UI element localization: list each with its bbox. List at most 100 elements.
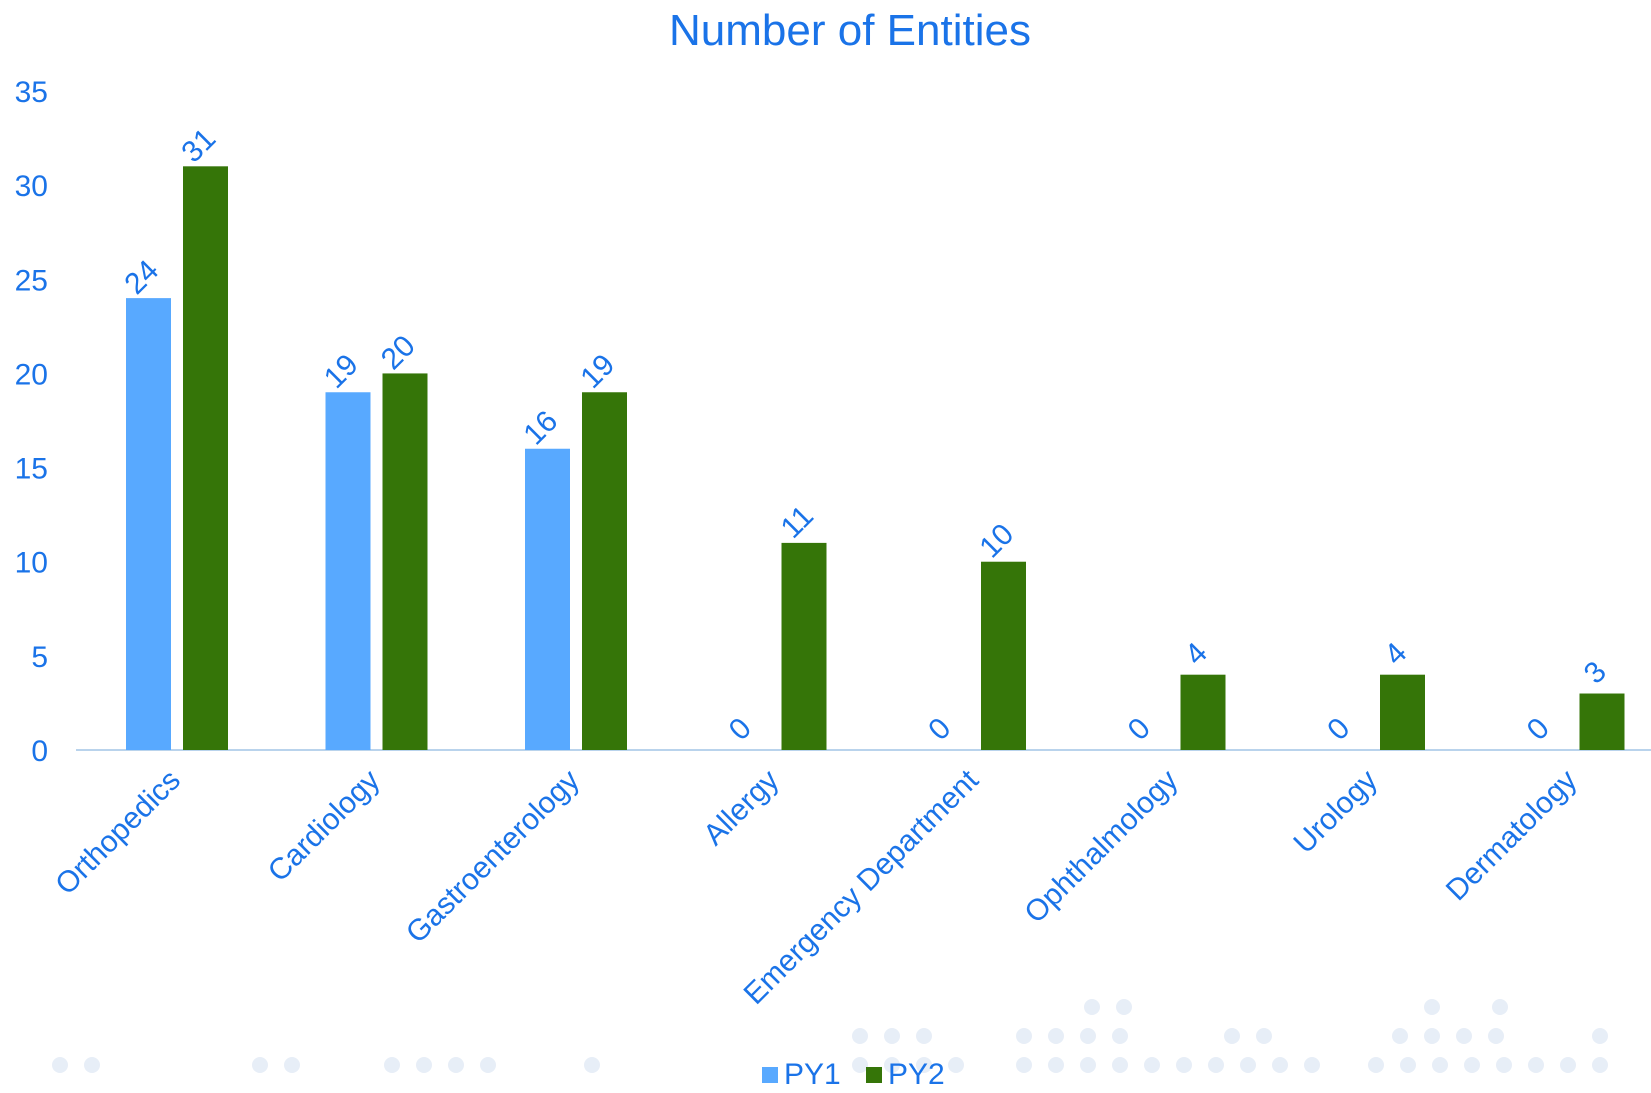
- decor-dot: [1560, 1057, 1576, 1073]
- decor-dot: [1240, 1057, 1256, 1073]
- decor-dot: [916, 1057, 932, 1073]
- decor-dot: [1456, 1028, 1472, 1044]
- bar-py2-dermatology: [1579, 693, 1625, 750]
- y-tick-label: 15: [15, 453, 48, 486]
- data-label: 0: [922, 712, 957, 747]
- bar-py2-emergency-department: [981, 561, 1026, 750]
- decor-dot: [916, 1028, 932, 1044]
- x-tick-label: Urology: [1288, 764, 1384, 860]
- decor-dot: [1112, 1028, 1128, 1044]
- y-tick-label: 35: [15, 76, 48, 109]
- y-tick-label: 20: [15, 358, 48, 391]
- decor-dot: [1048, 1028, 1064, 1044]
- decor-dot: [1304, 1057, 1320, 1073]
- decor-dot: [1492, 999, 1508, 1015]
- data-label: 4: [1179, 636, 1214, 671]
- decor-dot: [948, 1057, 964, 1073]
- data-label: 0: [1521, 712, 1556, 747]
- x-tick-label: Gastroenterology: [400, 764, 586, 950]
- x-axis: Orthopedics Cardiology Gastroenterology All…: [49, 763, 1583, 1011]
- decor-dot: [1528, 1057, 1544, 1073]
- decor-dot: [1016, 1057, 1032, 1073]
- bar-py1-cardiology: [325, 392, 371, 750]
- decor-dot: [1256, 1028, 1272, 1044]
- decor-dot: [1080, 1057, 1096, 1073]
- decor-dot: [852, 1057, 868, 1073]
- decor-dot: [252, 1057, 268, 1073]
- decor-dot: [1424, 999, 1440, 1015]
- decor-dot: [1392, 1028, 1408, 1044]
- data-label: 16: [517, 405, 564, 452]
- decor-dot: [448, 1057, 464, 1073]
- decor-dot: [1592, 1057, 1608, 1073]
- x-tick-label: Ophthalmology: [1018, 764, 1184, 930]
- bar-py1-gastroenterology: [525, 448, 570, 750]
- legend-swatch-py2: [866, 1067, 882, 1083]
- decor-dot: [1424, 1028, 1440, 1044]
- decor-dot: [1016, 1028, 1032, 1044]
- decor-dot: [1176, 1057, 1192, 1073]
- decor-dot: [852, 1028, 868, 1044]
- decor-dot: [84, 1057, 100, 1073]
- y-tick-label: 30: [15, 170, 48, 203]
- decor-dot: [1488, 1028, 1504, 1044]
- data-label: 19: [574, 348, 621, 395]
- y-tick-label: 10: [15, 547, 48, 580]
- decor-dot: [1432, 1057, 1448, 1073]
- decor-dot: [384, 1057, 400, 1073]
- bar-py2-allergy: [781, 542, 827, 750]
- bar-py2-gastroenterology: [582, 392, 627, 750]
- y-tick-label: 0: [31, 735, 48, 768]
- decor-dot: [584, 1057, 600, 1073]
- legend-swatch-py1: [762, 1067, 778, 1083]
- data-label: 10: [973, 518, 1020, 565]
- decor-dot: [1368, 1057, 1384, 1073]
- decor-dot: [1112, 1057, 1128, 1073]
- bar-py2-cardiology: [382, 373, 428, 750]
- bar-py2-urology: [1380, 674, 1425, 750]
- decor-dot: [1400, 1057, 1416, 1073]
- data-label: 0: [1122, 712, 1157, 747]
- legend-label-py1: PY1: [784, 1058, 841, 1088]
- data-label: 20: [375, 329, 422, 376]
- x-tick-label: Allergy: [697, 764, 785, 852]
- background-dot-pattern: [52, 999, 1608, 1073]
- decor-dot: [884, 1028, 900, 1044]
- y-axis: 0 5 10 15 20 25 30 35: [15, 76, 48, 768]
- data-label: 0: [1321, 712, 1356, 747]
- y-tick-label: 25: [15, 264, 48, 297]
- legend-label-py2: PY2: [888, 1058, 945, 1088]
- chart-title: Number of Entities: [669, 6, 1031, 55]
- decor-dot: [1272, 1057, 1288, 1073]
- data-label: 24: [118, 254, 165, 301]
- decor-dot: [284, 1057, 300, 1073]
- data-label: 11: [775, 499, 820, 544]
- bar-py2-orthopedics: [183, 166, 228, 751]
- decor-dot: [1080, 1028, 1096, 1044]
- x-tick-label: Cardiology: [262, 764, 387, 889]
- decor-dot: [416, 1057, 432, 1073]
- data-label: 19: [318, 348, 365, 395]
- decor-dot: [1464, 1057, 1480, 1073]
- decor-dot: [884, 1057, 900, 1073]
- decor-dot: [1116, 999, 1132, 1015]
- x-tick-label: Orthopedics: [49, 764, 187, 902]
- decor-dot: [1592, 1028, 1608, 1044]
- legend: PY1 PY2: [762, 1058, 945, 1091]
- x-tick-label: Dermatology: [1440, 764, 1584, 908]
- bar-py1-orthopedics: [126, 298, 171, 750]
- decor-dot: [1224, 1028, 1240, 1044]
- decor-dot: [1208, 1057, 1224, 1073]
- data-label: 0: [723, 712, 758, 747]
- data-label: 4: [1378, 636, 1413, 671]
- bar-py2-ophthalmology: [1180, 674, 1226, 750]
- decor-dot: [480, 1057, 496, 1073]
- decor-dot: [52, 1057, 68, 1073]
- bars: [126, 166, 1625, 751]
- y-tick-label: 5: [31, 641, 48, 674]
- x-tick-label: Emergency Department: [738, 763, 986, 1011]
- decor-dot: [1048, 1057, 1064, 1073]
- data-label: 31: [175, 122, 222, 169]
